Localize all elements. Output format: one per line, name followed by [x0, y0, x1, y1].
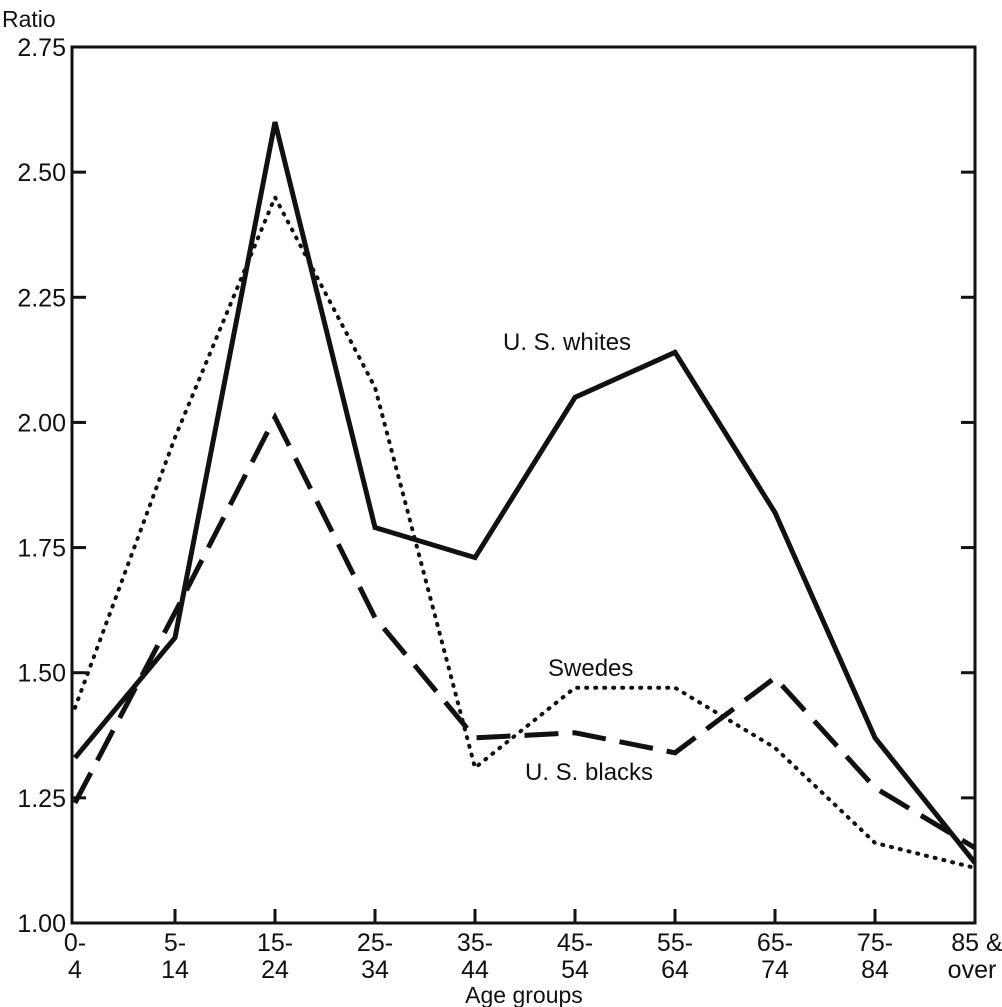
x-tick-label: 35-: [457, 929, 493, 957]
x-tick-label: 0-: [64, 929, 86, 957]
x-tick-label-line2: 34: [361, 956, 389, 984]
x-tick-label-line2: 74: [761, 956, 789, 984]
y-tick-label: 1.50: [17, 660, 66, 688]
x-tick-label-line2: 24: [261, 956, 289, 984]
x-tick-label: 85 &: [951, 929, 1002, 957]
x-tick-label-line2: 44: [461, 956, 489, 984]
x-axis: 0-45-1415-2425-3435-4445-5455-6465-7475-…: [64, 909, 1002, 984]
plot-frame: [70, 45, 977, 925]
y-tick-label: 1.75: [17, 535, 66, 563]
x-tick-label: 15-: [257, 929, 293, 957]
x-tick-label: 45-: [557, 929, 593, 957]
y-axis-label: Ratio: [2, 6, 56, 32]
y-tick-label: 1.00: [17, 910, 66, 938]
series-label-us-blacks: U. S. blacks: [525, 759, 653, 786]
y-tick-label: 2.00: [17, 409, 66, 437]
series-lines: [72, 121, 977, 870]
x-tick-label-line2: 4: [68, 956, 82, 984]
x-tick-label-line2: over: [948, 956, 997, 984]
series-label-swedes: Swedes: [548, 655, 633, 682]
y-tick-label: 2.25: [17, 284, 66, 312]
x-tick-label: 55-: [657, 929, 693, 957]
x-tick-label: 25-: [357, 929, 393, 957]
x-tick-label: 65-: [757, 929, 793, 957]
x-tick-label-line2: 14: [161, 956, 189, 984]
x-tick-label: 5-: [164, 929, 186, 957]
x-tick-label-line2: 54: [561, 956, 589, 984]
x-axis-label: Age groups: [465, 982, 583, 1007]
x-tick-label: 75-: [857, 929, 893, 957]
x-tick-label-line2: 84: [861, 956, 889, 984]
y-tick-label: 1.25: [17, 785, 66, 813]
y-axis: 1.00 1.25 1.50 1.75 2.00 2.25 2.50 2.75: [17, 34, 975, 938]
series-line-u-s-blacks: [72, 411, 977, 851]
y-tick-label: 2.50: [17, 159, 66, 187]
y-tick-label: 2.75: [17, 34, 66, 62]
series-line-u-s-whites: [73, 121, 977, 865]
x-tick-label-line2: 64: [661, 956, 689, 984]
series-label-us-whites: U. S. whites: [503, 329, 631, 356]
